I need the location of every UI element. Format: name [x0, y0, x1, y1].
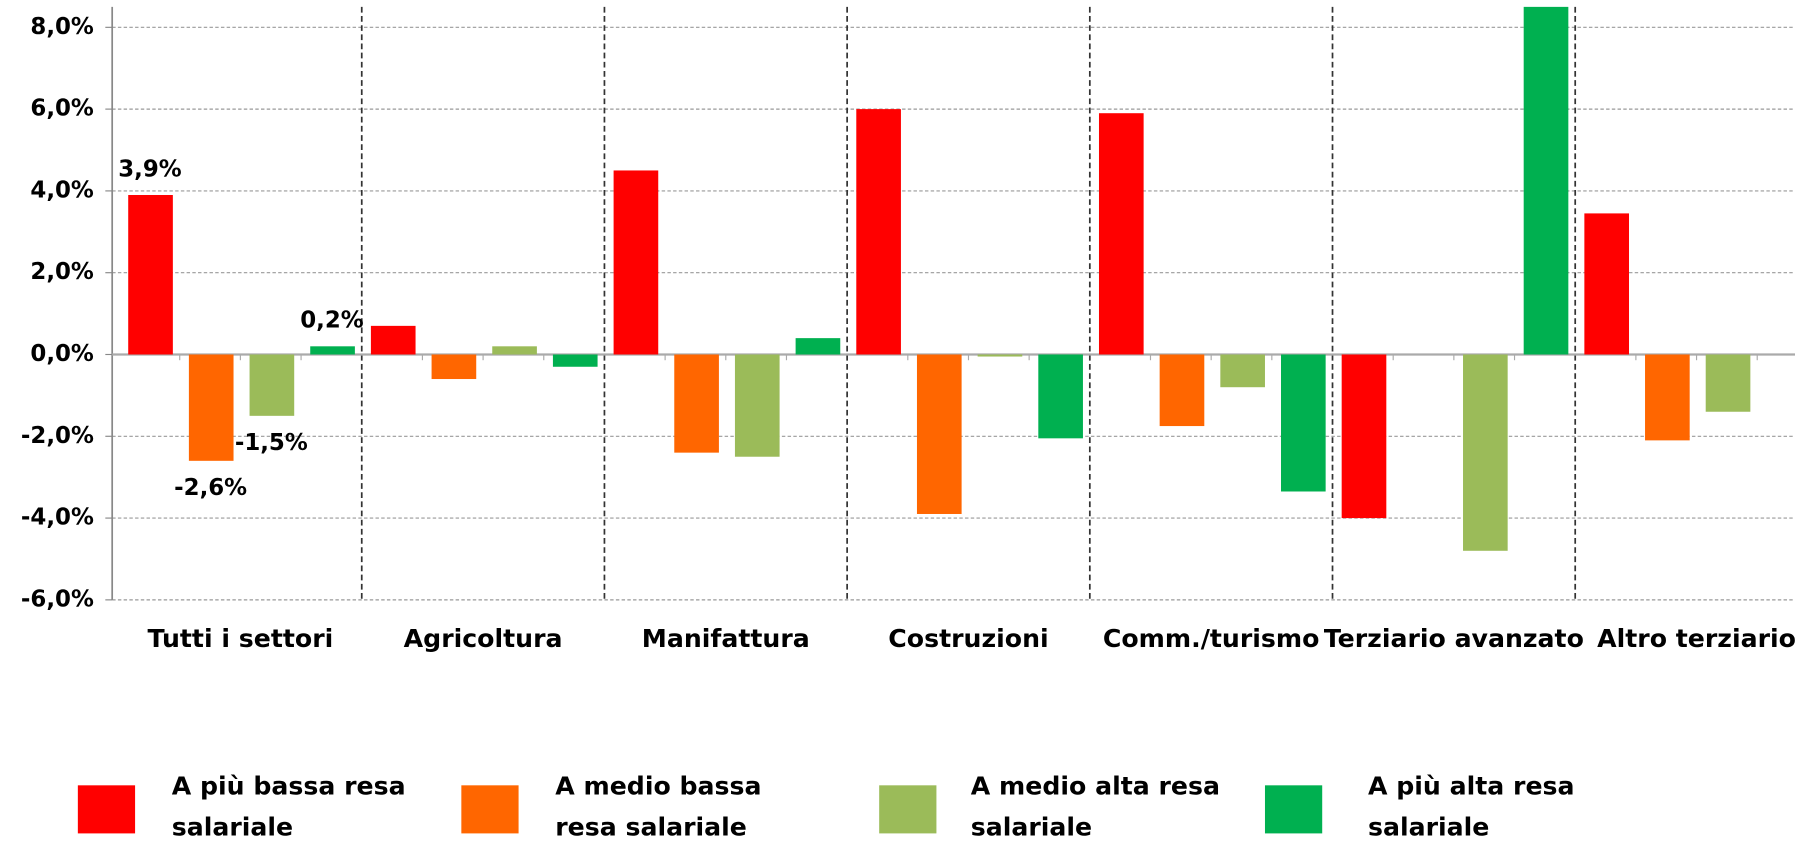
legend-label: A più alta resa salariale: [1368, 772, 1575, 843]
bar: [977, 354, 1023, 357]
bar: [674, 354, 719, 453]
x-tick-label: Costruzioni: [888, 625, 1049, 654]
bar: [1220, 354, 1265, 388]
data-label: -1,5%: [235, 430, 308, 456]
bar: [128, 194, 173, 355]
bar: [734, 354, 780, 457]
bar: [795, 338, 841, 355]
bar: [552, 354, 598, 367]
legend-label-box: A medio bassa resa salariale: [555, 772, 762, 843]
x-tick-label: Comm./turismo: [1102, 625, 1320, 654]
bar: [1705, 354, 1751, 412]
x-tick-label: Agricoltura: [403, 625, 563, 654]
y-tick-label: 8,0%: [30, 14, 94, 40]
legend-label-box: A medio alta resa salariale: [970, 772, 1221, 843]
bar: [1098, 113, 1144, 355]
x-tick-label: Tutti i settori: [147, 625, 334, 654]
bar: [1341, 354, 1387, 519]
bar: [431, 354, 477, 380]
bar: [1463, 354, 1508, 551]
x-tick-label-box: Manifattura: [641, 625, 810, 654]
y-tick-label: -6,0%: [21, 586, 94, 612]
x-tick-label: Altro terziario: [1597, 625, 1795, 654]
bar: [1159, 354, 1205, 427]
y-tick-label: 4,0%: [30, 177, 94, 203]
bar: [1280, 354, 1326, 492]
bar: [856, 109, 901, 355]
bar: [613, 170, 659, 355]
bar: [1523, 6, 1569, 355]
x-tick-label: Manifattura: [641, 625, 810, 654]
y-tick-label: -2,0%: [21, 423, 94, 449]
bar: [249, 354, 295, 416]
x-tick-label-box: Comm./turismo: [1102, 625, 1320, 654]
legend-label: A medio bassa resa salariale: [555, 772, 762, 843]
legend-swatch: [1264, 785, 1323, 834]
bar: [310, 346, 355, 355]
x-tick-label-box: Costruzioni: [888, 625, 1049, 654]
x-tick-label-box: Altro terziario: [1597, 625, 1795, 654]
bar: [1584, 213, 1630, 355]
legend-label-box: A più alta resa salariale: [1368, 772, 1575, 843]
legend-swatch: [77, 785, 136, 834]
bar: [916, 354, 962, 514]
legend-label: A più bassa resa salariale: [171, 772, 406, 843]
bar: [1645, 354, 1690, 441]
x-tick-label-box: Terziario avanzato: [1323, 625, 1584, 654]
bar: [370, 325, 416, 355]
x-tick-label: Terziario avanzato: [1323, 625, 1584, 654]
y-tick-label: 6,0%: [30, 96, 94, 122]
bar: [1038, 354, 1083, 439]
y-tick-label: -4,0%: [21, 505, 94, 531]
y-tick-label: 0,0%: [30, 341, 94, 367]
y-tick-label: 2,0%: [30, 259, 94, 285]
x-tick-label-box: Agricoltura: [403, 625, 563, 654]
legend-label-box: A più bassa resa salariale: [171, 772, 406, 843]
data-label: -2,6%: [174, 475, 247, 501]
data-label: 3,9%: [118, 156, 182, 182]
legend-swatch: [461, 785, 519, 834]
legend-label: A medio alta resa salariale: [970, 772, 1221, 843]
legend-swatch: [879, 785, 937, 834]
x-tick-label-box: Tutti i settori: [147, 625, 334, 654]
data-label: 0,2%: [300, 308, 364, 334]
bar: [492, 346, 537, 355]
bar: [188, 354, 234, 461]
